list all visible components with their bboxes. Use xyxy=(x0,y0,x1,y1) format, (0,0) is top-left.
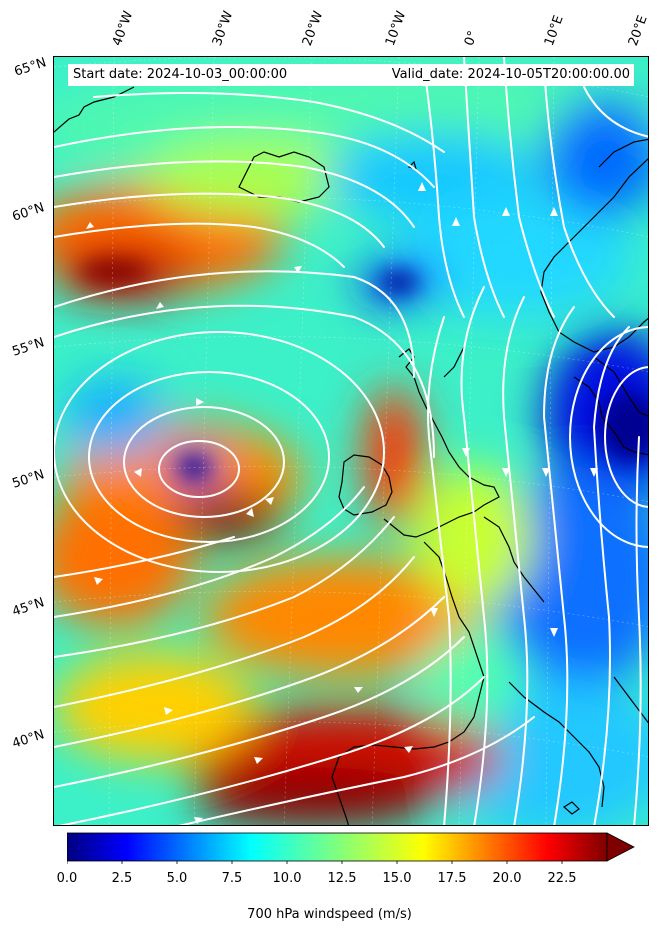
lat-label-60n: 60°N xyxy=(10,200,47,225)
colorbar-tick-marks xyxy=(67,861,563,864)
lat-label-45n: 45°N xyxy=(10,595,47,620)
streamlines xyxy=(54,57,648,825)
start-date: Start date: 2024-10-03_00:00:00 xyxy=(73,67,288,82)
colorbar-tick-label: 2.5 xyxy=(111,871,133,886)
colorbar-gradient xyxy=(67,832,608,862)
colorbar-tick-label: 10.0 xyxy=(272,871,302,886)
lon-label-10e: 10°E xyxy=(541,13,567,49)
streamline-arrows xyxy=(86,182,598,824)
lat-label-40n: 40°N xyxy=(10,727,47,752)
colorbar-tick-label: 20.0 xyxy=(492,871,522,886)
wind-speed-field xyxy=(54,67,648,825)
map-panel xyxy=(53,56,649,826)
colorbar-tick-label: 22.5 xyxy=(547,871,577,886)
colorbar-tick-label: 12.5 xyxy=(327,871,357,886)
lon-label-20w: 20°W xyxy=(299,9,327,48)
coastlines xyxy=(54,86,648,825)
valid-date: Valid_date: 2024-10-05T20:00:00.00 xyxy=(391,67,630,82)
colorbar-tick-label: 0.0 xyxy=(56,871,78,886)
colorbar xyxy=(67,832,635,864)
lat-label-65n: 65°N xyxy=(12,55,49,80)
colorbar-extend-arrow xyxy=(606,832,635,862)
colorbar-label: 700 hPa windspeed (m/s) xyxy=(247,907,412,922)
wind-speed-map xyxy=(54,57,648,825)
colorbar-tick-label: 5.0 xyxy=(166,871,188,886)
lon-label-40w: 40°W xyxy=(109,9,137,48)
colorbar-tick-label: 17.5 xyxy=(437,871,467,886)
colorbar-tick-label: 7.5 xyxy=(221,871,243,886)
lon-label-0: 0° xyxy=(461,28,482,48)
date-info-box: Start date: 2024-10-03_00:00:00 Valid_da… xyxy=(68,64,634,86)
lon-label-20e: 20°E xyxy=(625,13,651,49)
lon-label-30w: 30°W xyxy=(209,9,237,48)
lon-label-10w: 10°W xyxy=(382,9,410,48)
colorbar-tick-label: 15.0 xyxy=(382,871,412,886)
lat-label-50n: 50°N xyxy=(10,467,47,492)
lat-label-55n: 55°N xyxy=(10,335,47,360)
